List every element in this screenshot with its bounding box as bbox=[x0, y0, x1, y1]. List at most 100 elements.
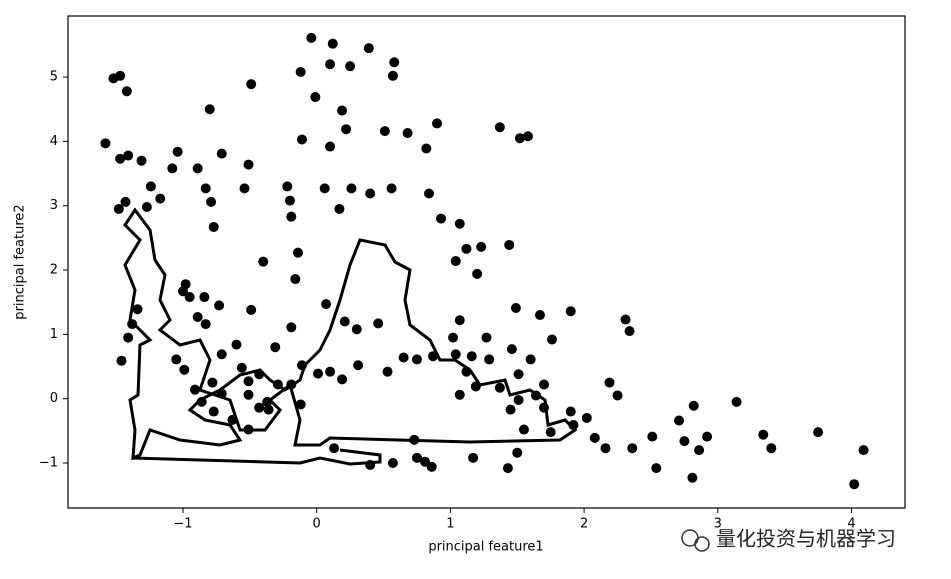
point bbox=[306, 32, 317, 43]
point bbox=[389, 57, 400, 68]
point bbox=[600, 443, 611, 454]
point bbox=[262, 396, 273, 407]
point bbox=[858, 445, 869, 456]
point bbox=[329, 443, 340, 454]
point bbox=[481, 332, 492, 343]
point bbox=[387, 70, 398, 81]
point bbox=[450, 349, 461, 360]
point bbox=[310, 92, 321, 103]
point bbox=[525, 354, 536, 365]
point bbox=[208, 221, 219, 232]
point bbox=[387, 457, 398, 468]
point bbox=[179, 364, 190, 375]
point bbox=[363, 43, 374, 54]
y-axis-label: principal feature2 bbox=[13, 204, 28, 319]
point bbox=[651, 463, 662, 474]
point bbox=[334, 203, 345, 214]
point bbox=[284, 195, 295, 206]
point bbox=[494, 122, 505, 133]
point bbox=[346, 183, 357, 194]
point bbox=[325, 141, 336, 152]
point bbox=[296, 360, 307, 371]
point bbox=[351, 324, 362, 335]
point bbox=[243, 159, 254, 170]
point bbox=[454, 315, 465, 326]
point bbox=[545, 427, 556, 438]
point bbox=[547, 334, 558, 345]
x-tick-label: 3 bbox=[714, 517, 722, 532]
point bbox=[243, 389, 254, 400]
point bbox=[454, 389, 465, 400]
point bbox=[454, 218, 465, 229]
point bbox=[421, 143, 432, 154]
point bbox=[123, 332, 134, 343]
point bbox=[292, 247, 303, 258]
point bbox=[510, 302, 521, 313]
point bbox=[192, 311, 203, 322]
point bbox=[319, 183, 330, 194]
point bbox=[461, 243, 472, 254]
point bbox=[116, 355, 127, 366]
point bbox=[123, 150, 134, 161]
point bbox=[513, 369, 524, 380]
point bbox=[373, 318, 384, 329]
plot-frame bbox=[67, 15, 906, 509]
point bbox=[581, 412, 592, 423]
point bbox=[216, 388, 227, 399]
point bbox=[506, 344, 517, 355]
point bbox=[227, 414, 238, 425]
point bbox=[484, 354, 495, 365]
point bbox=[204, 104, 215, 115]
y-tick-label: −1 bbox=[39, 455, 58, 470]
point bbox=[254, 369, 265, 380]
point bbox=[647, 431, 658, 442]
point bbox=[476, 241, 487, 252]
point bbox=[470, 381, 481, 392]
point bbox=[514, 133, 525, 144]
point bbox=[272, 379, 283, 390]
point bbox=[365, 459, 376, 470]
point bbox=[296, 134, 307, 145]
point bbox=[534, 310, 545, 321]
point bbox=[258, 256, 269, 267]
point bbox=[522, 131, 533, 142]
point bbox=[327, 38, 338, 49]
point bbox=[461, 366, 472, 377]
point bbox=[286, 211, 297, 222]
point bbox=[167, 163, 178, 174]
point bbox=[568, 420, 579, 431]
point bbox=[254, 402, 265, 413]
point bbox=[206, 196, 217, 207]
point bbox=[115, 153, 126, 164]
point bbox=[505, 404, 516, 415]
point bbox=[428, 351, 439, 362]
watermark: 量化投资与机器学习 bbox=[716, 527, 896, 551]
point bbox=[345, 61, 356, 72]
point bbox=[411, 452, 422, 463]
x-tick-label: −1 bbox=[173, 517, 192, 532]
point bbox=[502, 463, 513, 474]
point bbox=[472, 268, 483, 279]
point bbox=[386, 183, 397, 194]
point bbox=[688, 400, 699, 411]
point bbox=[121, 86, 132, 97]
point bbox=[286, 379, 297, 390]
point bbox=[612, 390, 623, 401]
point bbox=[513, 394, 524, 405]
point bbox=[731, 396, 742, 407]
point bbox=[565, 406, 576, 417]
point bbox=[286, 322, 297, 333]
point bbox=[171, 354, 182, 365]
y-tick-label: 2 bbox=[50, 263, 58, 278]
x-tick-label: 4 bbox=[847, 517, 855, 532]
x-axis-label: principal feature1 bbox=[428, 540, 543, 555]
point bbox=[382, 366, 393, 377]
point bbox=[504, 239, 515, 250]
point bbox=[365, 188, 376, 199]
point bbox=[155, 193, 166, 204]
point bbox=[674, 415, 685, 426]
point bbox=[115, 70, 126, 81]
point bbox=[589, 432, 600, 443]
point bbox=[184, 292, 195, 303]
